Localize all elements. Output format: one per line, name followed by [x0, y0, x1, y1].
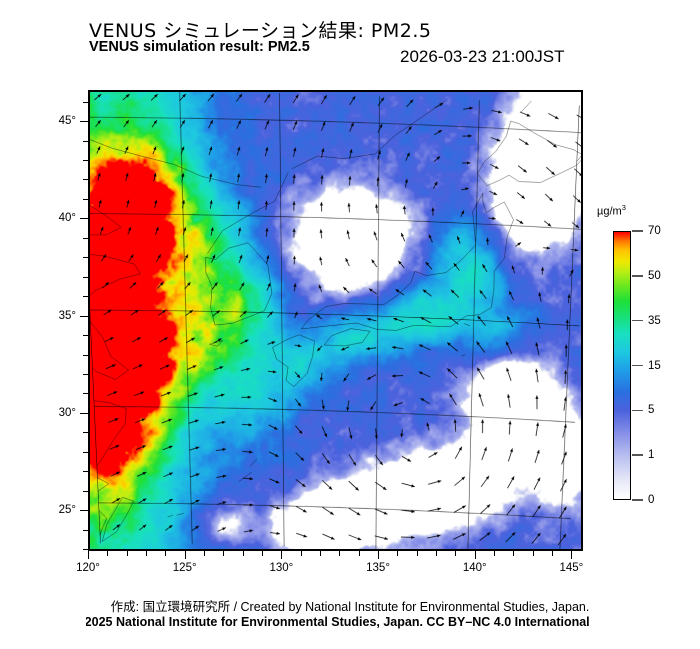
page-title-japanese: VENUS シミュレーション結果: PM2.5 — [89, 20, 432, 42]
x-axis-label-120: 120° — [76, 562, 100, 574]
y-axis-tick-24 — [83, 529, 88, 531]
x-axis-tick-127 — [223, 551, 225, 556]
colorbar-tick-label-0: 0 — [648, 494, 655, 506]
y-axis-label-45: 45° — [58, 115, 76, 128]
colorbar-tick-label-5: 5 — [648, 404, 655, 417]
x-axis-label-125: 125° — [172, 562, 197, 574]
x-axis-tick-139 — [455, 551, 457, 556]
timestamp-label: 2026-03-23 21:00JST — [400, 47, 565, 66]
x-axis-tick-140 — [474, 551, 476, 559]
y-axis-tick-33 — [83, 354, 88, 356]
y-axis-tick-26 — [83, 490, 88, 492]
colorbar-tick-50 — [632, 275, 643, 277]
x-axis-tick-143 — [532, 551, 534, 556]
y-axis-tick-43 — [83, 160, 88, 162]
y-axis-tick-40 — [80, 218, 88, 220]
x-axis-tick-120 — [88, 551, 89, 559]
x-axis-label-145: 145° — [559, 562, 584, 574]
y-axis-tick-35 — [80, 315, 88, 317]
colorbar-tick-1 — [632, 454, 643, 456]
x-axis-tick-142 — [513, 551, 515, 556]
colorbar-tick-label-35: 35 — [648, 314, 661, 327]
colorbar-unit-exponent: 3 — [621, 203, 626, 212]
x-axis-tick-141 — [494, 551, 496, 556]
y-axis-tick-32 — [83, 373, 88, 375]
y-axis-tick-23 — [83, 549, 88, 551]
y-axis-tick-46 — [83, 101, 88, 103]
y-axis-tick-44 — [83, 140, 88, 142]
y-axis-tick-34 — [83, 335, 88, 337]
x-axis-tick-136 — [397, 551, 399, 556]
x-axis-tick-132 — [320, 551, 322, 556]
x-axis-tick-144 — [552, 551, 554, 556]
x-axis-tick-130 — [281, 551, 283, 559]
x-axis-label-140: 140° — [462, 562, 487, 574]
y-axis-label-40: 40° — [58, 212, 76, 225]
y-axis-label-25: 25° — [58, 504, 76, 517]
x-axis-tick-123 — [146, 551, 147, 556]
credit-line-copyright: © 2025 National Institute for Environmen… — [86, 615, 700, 629]
y-axis-tick-30 — [80, 412, 88, 414]
x-axis-tick-138 — [436, 551, 438, 556]
y-axis-tick-41 — [83, 198, 88, 200]
y-axis-tick-42 — [83, 179, 88, 181]
colorbar-tick-label-70: 70 — [648, 225, 661, 237]
x-axis-tick-129 — [262, 551, 264, 556]
pm25-concentration-heatmap — [90, 92, 581, 549]
colorbar[interactable] — [613, 231, 631, 500]
y-axis-tick-25 — [80, 510, 88, 512]
y-axis-tick-27 — [83, 471, 88, 473]
colorbar-tick-5 — [632, 409, 643, 412]
colorbar-tick-0 — [632, 499, 643, 501]
x-axis-tick-133 — [339, 551, 341, 556]
y-axis-tick-37 — [83, 276, 88, 278]
x-axis-tick-124 — [165, 551, 167, 556]
x-axis-tick-128 — [242, 551, 244, 556]
colorbar-tick-70 — [632, 230, 643, 232]
x-axis-tick-131 — [300, 551, 302, 556]
x-axis-tick-125 — [184, 551, 186, 559]
colorbar-gradient — [614, 232, 630, 499]
x-axis-tick-137 — [416, 551, 418, 556]
map-plot-area[interactable] — [88, 90, 583, 551]
y-axis-tick-38 — [83, 257, 88, 259]
colorbar-unit-text: µg/m — [597, 205, 622, 218]
x-axis-tick-134 — [358, 551, 360, 556]
colorbar-tick-label-15: 15 — [648, 359, 661, 372]
x-axis-label-135: 135° — [366, 562, 390, 574]
colorbar-tick-label-1: 1 — [648, 449, 655, 462]
y-axis-tick-36 — [83, 296, 88, 298]
y-axis-tick-28 — [83, 451, 88, 453]
y-axis-tick-29 — [83, 432, 88, 434]
y-axis-tick-45 — [80, 121, 88, 123]
page-title-english: VENUS simulation result: PM2.5 — [89, 39, 310, 55]
y-axis-tick-39 — [83, 237, 88, 239]
x-axis-label-130: 130° — [269, 562, 294, 574]
colorbar-tick-15 — [632, 364, 643, 367]
x-axis-tick-126 — [204, 551, 206, 556]
y-axis-label-30: 30° — [58, 406, 76, 419]
colorbar-unit-label: µg/m3 — [597, 203, 626, 218]
x-axis-tick-122 — [126, 551, 128, 556]
y-axis-tick-31 — [83, 393, 88, 395]
credit-copyright-text: © 2025 National Institute for Environmen… — [86, 615, 590, 629]
x-axis-tick-135 — [378, 551, 380, 559]
colorbar-tick-35 — [632, 319, 643, 322]
x-axis-tick-145 — [571, 551, 573, 559]
credit-line-japanese: 作成: 国立環境研究所 / Created by National Instit… — [110, 600, 590, 614]
y-axis-label-35: 35° — [58, 309, 76, 322]
x-axis-tick-121 — [107, 551, 109, 556]
colorbar-tick-label-50: 50 — [648, 269, 661, 282]
